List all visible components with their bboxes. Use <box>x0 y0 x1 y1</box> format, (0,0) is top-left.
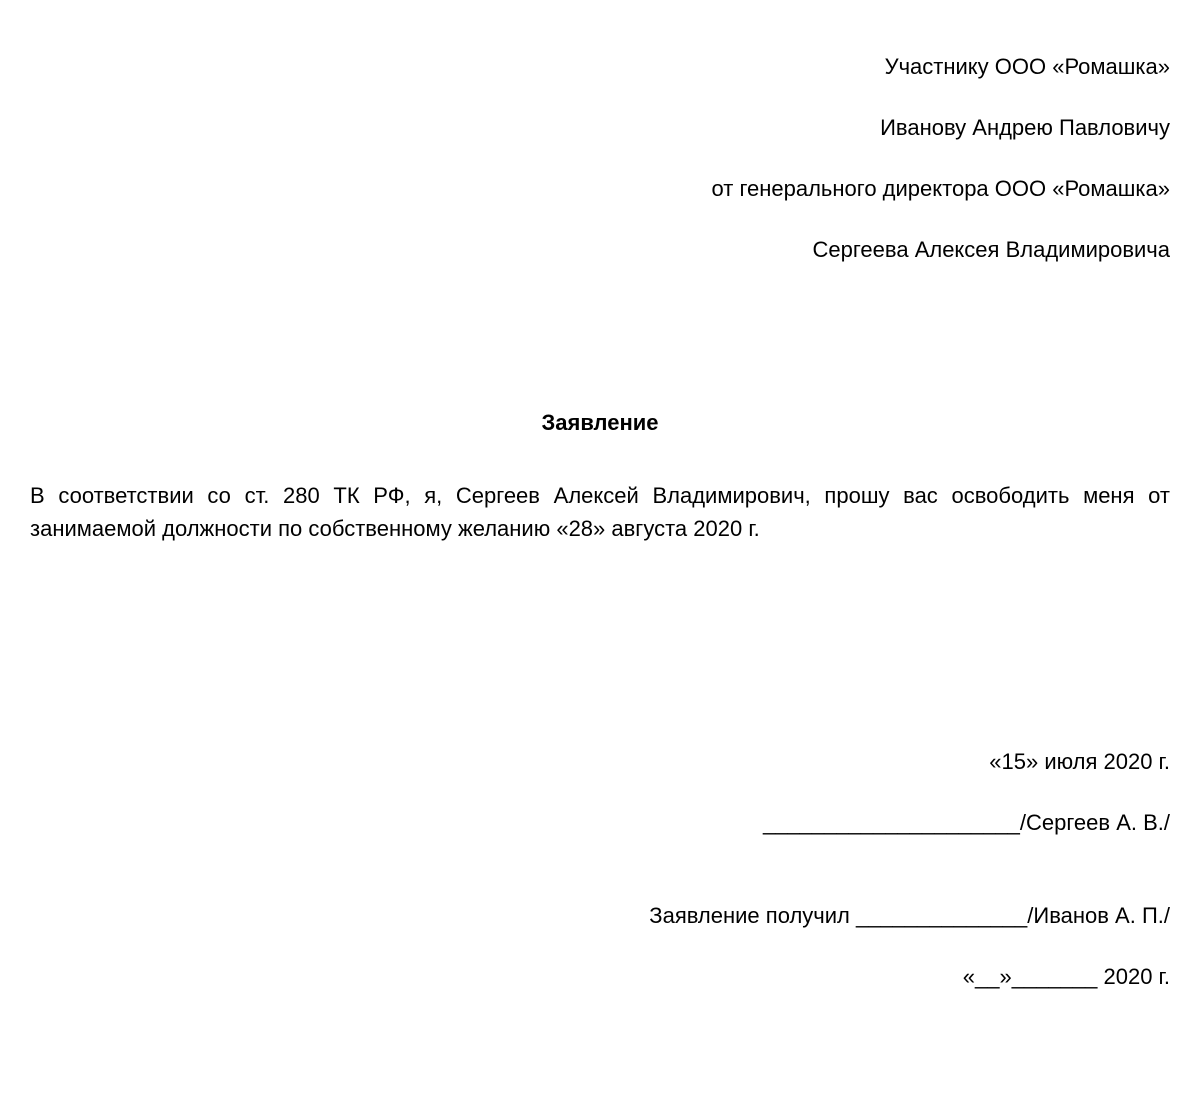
sender-line-2: Сергеева Алексея Владимировича <box>30 233 1170 266</box>
sender-line-1: от генерального директора ООО «Ромашка» <box>30 172 1170 205</box>
received-line: Заявление получил ______________/Иванов … <box>30 899 1170 932</box>
document-date: «15» июля 2020 г. <box>30 745 1170 778</box>
received-date: «__»_______ 2020 г. <box>30 960 1170 993</box>
recipient-line-1: Участнику ООО «Ромашка» <box>30 50 1170 83</box>
document-header: Участнику ООО «Ромашка» Иванову Андрею П… <box>30 50 1170 266</box>
spacer <box>30 867 1170 899</box>
document-title: Заявление <box>30 406 1170 439</box>
document-body: В соответствии со ст. 280 ТК РФ, я, Серг… <box>30 479 1170 545</box>
signature-line-1: _____________________/Сергеев А. В./ <box>30 806 1170 839</box>
recipient-line-2: Иванову Андрею Павловичу <box>30 111 1170 144</box>
document-footer: «15» июля 2020 г. _____________________/… <box>30 745 1170 993</box>
